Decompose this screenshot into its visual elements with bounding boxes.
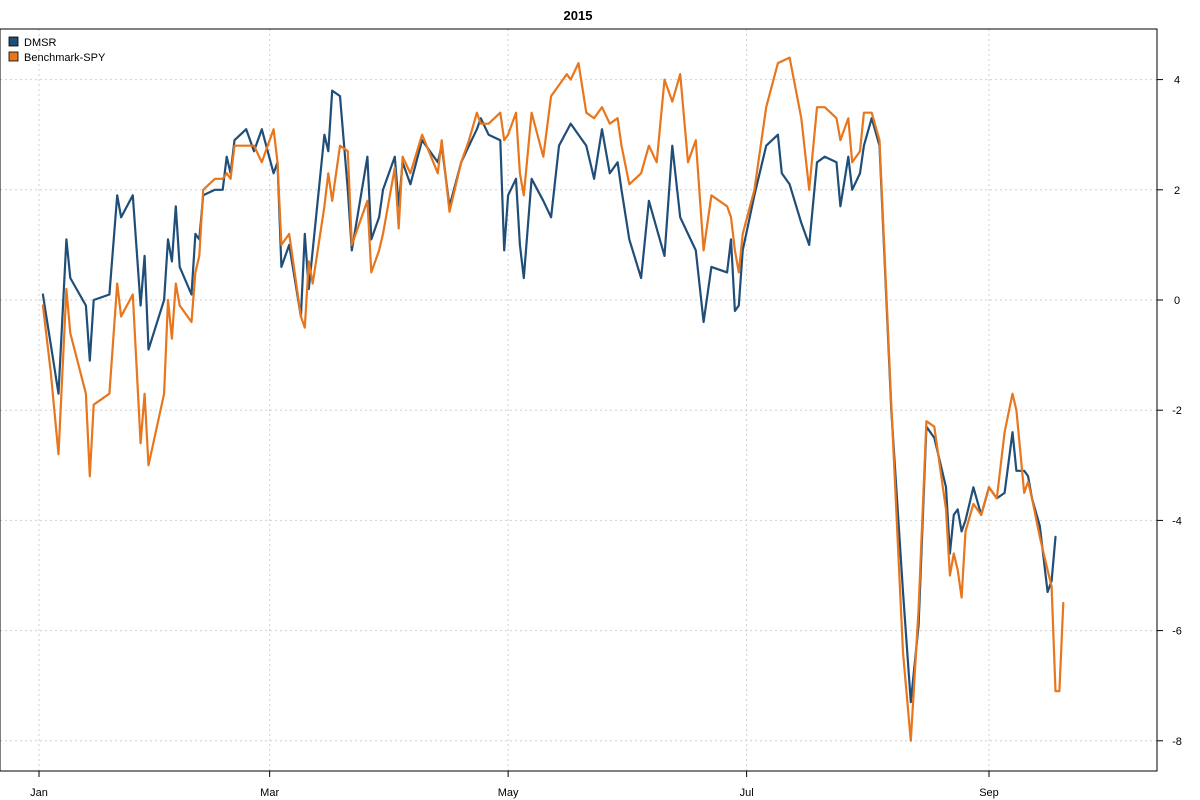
series-lines xyxy=(41,56,1065,742)
x-tick-label: Sep xyxy=(979,787,999,799)
x-tick-label: Jan xyxy=(30,787,48,799)
grid xyxy=(0,29,1157,771)
y-tick-label: -8 xyxy=(1172,736,1182,748)
y-tick-label: 0 xyxy=(1174,295,1180,307)
y-tick-label: -4 xyxy=(1172,515,1182,527)
chart-title: 2015 xyxy=(564,8,593,23)
x-tick-label: Jul xyxy=(740,787,754,799)
y-axis: 4 2 0 -2 -4 -6 -8 xyxy=(1157,75,1182,748)
x-axis: Jan Mar May Jul Sep xyxy=(30,771,999,799)
legend-label: Benchmark-SPY xyxy=(24,52,106,64)
x-tick-label: May xyxy=(498,787,519,799)
series-line-dmsr xyxy=(41,89,1057,704)
legend-swatch xyxy=(8,36,19,47)
legend-swatch xyxy=(8,51,19,62)
y-tick-label: 4 xyxy=(1174,75,1180,87)
x-tick-label: Mar xyxy=(260,787,279,799)
plot-frame xyxy=(0,28,1158,772)
legend: DMSR Benchmark-SPY xyxy=(8,36,106,64)
y-tick-label: 2 xyxy=(1174,185,1180,197)
legend-label: DMSR xyxy=(24,37,56,49)
series-line-benchmark-spy xyxy=(41,56,1065,742)
y-tick-label: -6 xyxy=(1172,626,1182,638)
y-tick-label: -2 xyxy=(1172,405,1182,417)
